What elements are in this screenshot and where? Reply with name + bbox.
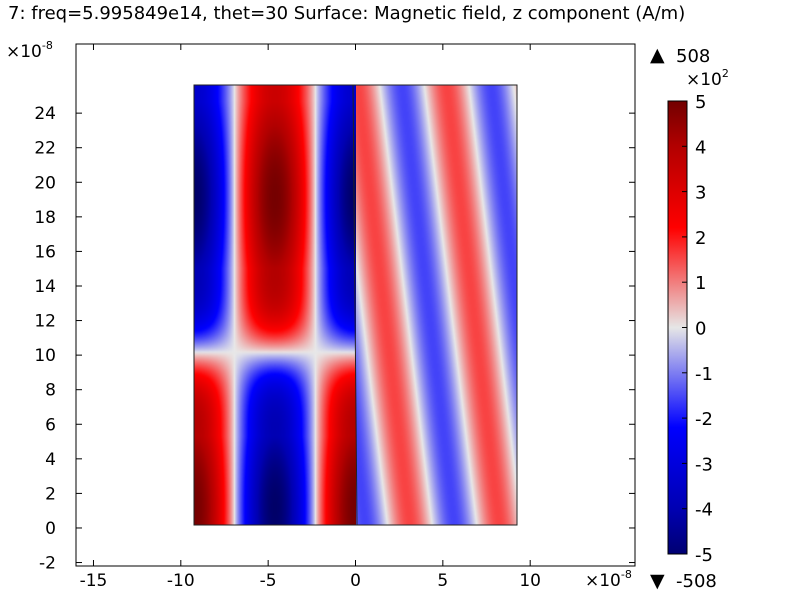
colorbar-max-label: 508 xyxy=(676,46,710,67)
y-tick-label: -2 xyxy=(39,554,56,574)
colorbar-tick-label: -2 xyxy=(695,409,713,430)
y-tick-label: 14 xyxy=(34,277,56,297)
colorbar-tick-label: -1 xyxy=(695,364,713,385)
y-tick-label: 4 xyxy=(45,450,56,470)
colorbar-tick-label: 0 xyxy=(695,319,706,340)
colorbar-tick-label: 4 xyxy=(695,137,706,158)
plot-title: 7: freq=5.995849e14, thet=30 Surface: Ma… xyxy=(8,3,686,24)
left-region-field xyxy=(194,85,356,525)
y-tick-label: 8 xyxy=(45,381,56,401)
y-tick-label: 22 xyxy=(34,139,56,159)
left-region xyxy=(194,85,356,525)
y-tick-label: 2 xyxy=(45,484,56,504)
interface-line xyxy=(352,84,358,526)
y-tick-label: 10 xyxy=(34,346,56,366)
min-triangle-icon: ▼ xyxy=(650,570,665,592)
colorbar-tick-label: 2 xyxy=(695,228,706,249)
y-tick-label: 6 xyxy=(45,415,56,435)
colorbar-tick-label: -4 xyxy=(695,500,713,521)
y-tick-label: 20 xyxy=(34,173,56,193)
max-triangle-icon: ▲ xyxy=(650,44,665,66)
colorbar-multiplier: ×102 xyxy=(686,67,729,90)
y-tick-label: 18 xyxy=(34,208,56,228)
colorbar-tick-label: -3 xyxy=(695,454,713,475)
x-tick-label: -5 xyxy=(260,571,277,591)
x-axis-multiplier: ×10-8 xyxy=(585,568,632,591)
geometry-outline xyxy=(193,84,518,526)
colorbar-ticks: 5 4 3 2 1 0 -1 -2 -3 -4 -5 xyxy=(682,92,713,566)
right-region xyxy=(356,85,517,525)
y-axis-multiplier: ×10-8 xyxy=(6,39,53,62)
x-tick-label: 10 xyxy=(519,571,541,591)
colorbar-tick-label: -5 xyxy=(695,545,713,566)
right-region-field xyxy=(356,85,517,525)
colorbar-tick-label: 5 xyxy=(695,92,706,113)
x-tick-label: 5 xyxy=(437,571,448,591)
y-tick-label: 16 xyxy=(34,242,56,262)
colorbar-tick-label: 1 xyxy=(695,273,706,294)
y-tick-label: 24 xyxy=(34,104,56,124)
y-tick-label: 0 xyxy=(45,519,56,539)
x-tick-label: -15 xyxy=(80,571,108,591)
colorbar-min-label: -508 xyxy=(676,571,717,592)
y-tick-label: 12 xyxy=(34,312,56,332)
x-tick-label: 0 xyxy=(350,571,361,591)
x-tick-label: -10 xyxy=(167,571,195,591)
colorbar-tick-label: 3 xyxy=(695,183,706,204)
